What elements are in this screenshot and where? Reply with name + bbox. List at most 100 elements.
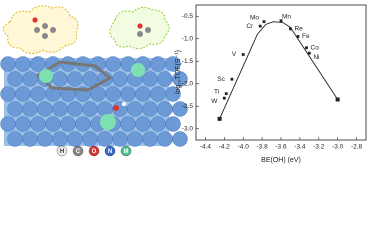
- metal-atom: [39, 69, 53, 83]
- surface-atom: [97, 101, 113, 117]
- atom: [137, 31, 143, 37]
- surface-atom: [15, 56, 31, 72]
- surface-atom: [112, 71, 128, 87]
- x-tick-label: -3.2: [313, 144, 325, 151]
- x-tick-label: -3.8: [257, 144, 269, 151]
- surface-atom: [52, 101, 68, 117]
- metal-point: [258, 24, 262, 28]
- y-axis-label: log₁₀TOF(S⁻¹): [175, 50, 182, 94]
- legend-swatch: [72, 145, 84, 157]
- atom: [42, 33, 48, 39]
- metal-point: [230, 77, 234, 81]
- surface-atom: [105, 56, 121, 72]
- surface-atom: [75, 116, 91, 132]
- metal-point: [222, 96, 226, 100]
- x-tick-label: -4.4: [200, 144, 212, 151]
- surface-atom: [142, 101, 158, 117]
- surface-atom: [150, 56, 166, 72]
- surface-atom: [150, 116, 166, 132]
- ring: [35, 60, 113, 92]
- atom: [145, 27, 151, 33]
- surface-atom: [97, 131, 113, 147]
- surface-atom: [37, 131, 53, 147]
- end-marker: [217, 116, 222, 121]
- metal-point: [224, 92, 228, 96]
- surface-atom: [127, 101, 143, 117]
- surface-atom: [157, 71, 173, 87]
- surface-atom: [7, 101, 23, 117]
- surface-atom: [135, 116, 151, 132]
- x-tick-label: -4.2: [219, 144, 231, 151]
- metal-point: [241, 53, 245, 56]
- surface-atom: [127, 131, 143, 147]
- metal-point: [307, 51, 311, 55]
- surface-atom: [172, 131, 188, 147]
- y-tick-label: -2.5: [182, 103, 194, 110]
- atom: [121, 101, 127, 107]
- surface-atom: [22, 131, 38, 147]
- metal-point: [296, 35, 300, 38]
- y-tick-label: -3.0: [182, 125, 194, 132]
- surface-atom: [15, 86, 31, 102]
- atom: [34, 27, 40, 33]
- surface-atom: [82, 101, 98, 117]
- x-axis-label: BE(OH) (eV): [261, 157, 301, 164]
- surface-atom: [45, 116, 61, 132]
- metal-label: Mn: [282, 13, 291, 20]
- x-tick-label: -3.6: [275, 144, 287, 151]
- surface-atom: [22, 101, 38, 117]
- surface-atom: [52, 131, 68, 147]
- metal-label: Mo: [250, 14, 259, 21]
- x-tick-label: -3.0: [332, 144, 344, 151]
- legend-label: H: [60, 149, 64, 155]
- surface-atom: [67, 101, 83, 117]
- surface-atom: [7, 71, 23, 87]
- surface-atom: [30, 116, 46, 132]
- surface-atom: [172, 101, 188, 117]
- end-marker: [335, 97, 340, 102]
- surface-atom: [142, 131, 158, 147]
- legend-label: O: [92, 149, 97, 155]
- y-tick-label: -1.5: [182, 58, 194, 65]
- surface-atom: [52, 71, 68, 87]
- surface-atom: [82, 131, 98, 147]
- metal-point: [305, 46, 308, 50]
- metal-label: V: [232, 51, 237, 58]
- legend-swatch: [56, 145, 68, 157]
- metal-label: Ti: [214, 88, 219, 95]
- surface-atom: [0, 116, 16, 132]
- legend-swatch: [120, 145, 132, 157]
- metal-point: [279, 19, 283, 23]
- surface-atom: [165, 116, 181, 132]
- surface-atom: [120, 86, 136, 102]
- atom: [113, 105, 119, 111]
- metal-label: Co: [311, 44, 320, 51]
- surface-atom: [30, 56, 46, 72]
- metal-label: Cr: [246, 23, 254, 30]
- y-tick-label: -2.0: [182, 80, 194, 87]
- y-tick-label: -1.0: [182, 35, 194, 42]
- atom: [50, 27, 56, 33]
- atom: [32, 17, 38, 23]
- surface-atom: [7, 131, 23, 147]
- surface-atom: [120, 116, 136, 132]
- x-tick-label: -4.0: [238, 144, 250, 151]
- metal-label: Fe: [302, 33, 310, 40]
- surface-atom: [22, 71, 38, 87]
- surface-atom: [15, 116, 31, 132]
- surface-atom: [60, 116, 76, 132]
- metal-label: Re: [294, 26, 303, 33]
- surface-atom: [157, 131, 173, 147]
- legend-swatch: [104, 145, 116, 157]
- thought-cloud-left: [3, 5, 79, 54]
- surface-atom: [37, 101, 53, 117]
- surface-atom: [0, 86, 16, 102]
- metal-point: [262, 20, 266, 24]
- surface-atom: [112, 131, 128, 147]
- volcano-line: [219, 21, 339, 120]
- metal-atom: [131, 63, 145, 77]
- x-tick-label: -2.8: [351, 144, 363, 151]
- legend-swatch: [88, 145, 100, 157]
